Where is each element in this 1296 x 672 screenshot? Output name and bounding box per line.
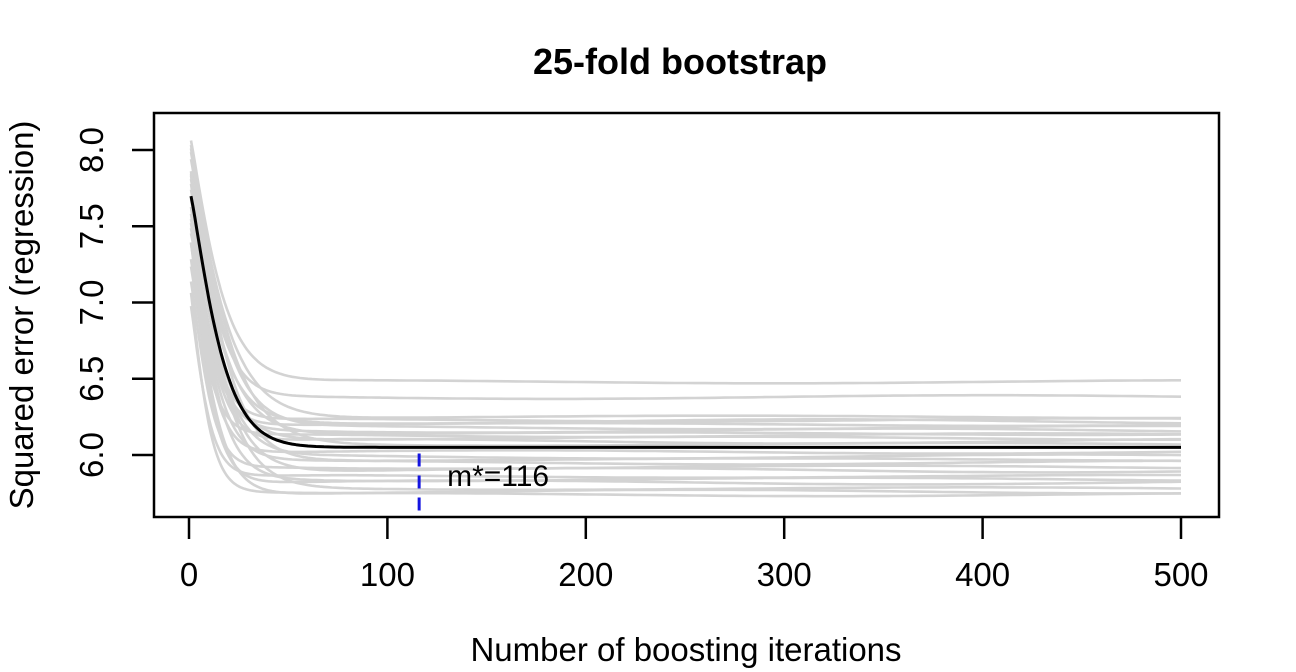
bootstrap-curve — [189, 148, 1181, 466]
x-tick-label: 0 — [180, 556, 198, 593]
y-tick-label: 8.0 — [73, 127, 110, 173]
y-tick-label: 7.0 — [73, 280, 110, 326]
y-axis: 6.0 6.5 7.0 7.5 8.0 — [73, 127, 154, 478]
y-tick-label: 6.0 — [73, 432, 110, 478]
bootstrap-curve — [189, 198, 1182, 460]
x-axis: 0 100 200 300 400 500 — [180, 517, 1209, 593]
x-tick-label: 300 — [757, 556, 812, 593]
x-tick-label: 400 — [955, 556, 1010, 593]
x-tick-label: 500 — [1153, 556, 1208, 593]
y-tick-label: 6.5 — [73, 356, 110, 402]
x-tick-label: 200 — [558, 556, 613, 593]
bootstrap-curve — [189, 144, 1182, 447]
bootstrap-curves-group — [189, 140, 1182, 498]
bootstrap-curve — [189, 171, 1182, 474]
mstop-label: m*=116 — [447, 460, 549, 493]
x-tick-label: 100 — [360, 556, 415, 593]
y-axis-title: Squared error (regression) — [3, 121, 40, 510]
bootstrap-curve — [189, 243, 1182, 455]
y-tick-label: 7.5 — [73, 203, 110, 249]
bootstrap-curve — [189, 151, 1181, 420]
chart-title: 25-fold bootstrap — [533, 41, 827, 82]
bootstrap-curve — [189, 175, 1182, 492]
mean-curve — [189, 195, 1181, 449]
x-axis-title: Number of boosting iterations — [470, 631, 901, 668]
plot-box — [152, 111, 1221, 519]
bootstrap-curve — [189, 140, 1181, 385]
bootstrap-curve — [189, 242, 1182, 498]
